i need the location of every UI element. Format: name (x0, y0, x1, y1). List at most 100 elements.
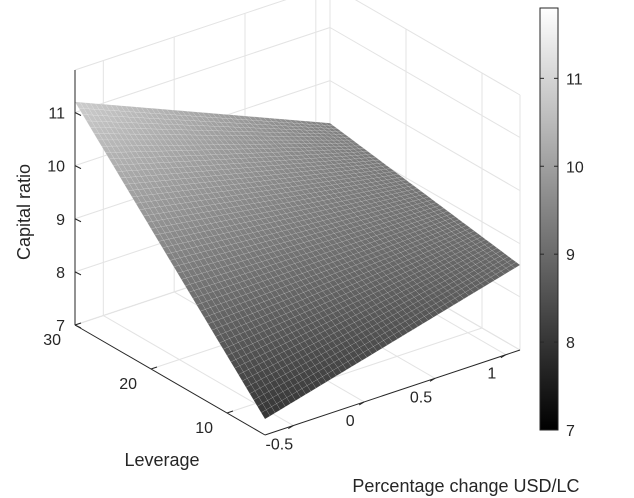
surface-patch (133, 117, 143, 124)
surface-patch (378, 340, 388, 349)
surface-patch (102, 115, 113, 123)
surface-patch (341, 340, 351, 349)
surface-patch (410, 290, 420, 298)
surface-patch (316, 225, 326, 233)
y-axis-label: Leverage (124, 450, 199, 470)
surface-patch (243, 307, 253, 316)
surface-patch (370, 304, 381, 313)
surface-patch (387, 174, 398, 180)
surface-patch (344, 250, 354, 257)
surface-patch (387, 266, 398, 274)
surface-patch (189, 282, 200, 291)
surface-patch (267, 251, 278, 259)
surface-patch (255, 157, 266, 163)
surface-patch (85, 120, 96, 128)
surface-patch (186, 276, 196, 285)
surface-patch (254, 143, 265, 149)
surface-patch (390, 214, 400, 221)
surface-patch (327, 198, 338, 204)
surface-patch (147, 123, 157, 130)
surface-patch (355, 312, 365, 321)
surface-patch (282, 326, 293, 336)
surface-patch (290, 155, 301, 160)
surface-patch (282, 136, 293, 141)
surface-patch (476, 276, 487, 284)
surface-patch (274, 243, 284, 251)
surface-patch (253, 396, 263, 407)
surface-patch (325, 228, 335, 236)
surface-patch (280, 213, 291, 220)
surface-patch (415, 311, 425, 320)
surface-patch (379, 258, 390, 266)
surface-patch (256, 152, 267, 158)
x-axis-line (264, 349, 521, 436)
surface-patch (79, 102, 90, 110)
surface-patch (382, 246, 393, 254)
surface-patch (245, 292, 256, 301)
surface-patch (398, 302, 409, 310)
x-tick (358, 401, 365, 406)
surface-patch (193, 259, 204, 268)
surface-patch (204, 204, 214, 212)
y-tick-label: 20 (119, 376, 137, 393)
surface-patch (454, 272, 465, 280)
surface-patch (372, 229, 382, 236)
surface-patch (351, 282, 362, 290)
surface-patch (112, 115, 123, 123)
surface-patch (429, 286, 439, 294)
surface-patch (125, 127, 136, 135)
surface-patch (347, 302, 358, 311)
surface-patch (361, 277, 372, 285)
surface-patch (100, 103, 110, 111)
surface-patch (316, 127, 327, 132)
surface-patch (293, 221, 304, 228)
surface-patch (115, 151, 125, 159)
surface-patch (248, 366, 258, 377)
surface-patch (352, 355, 363, 364)
surface-patch (249, 390, 260, 401)
x-tick-label: 0.5 (410, 389, 432, 406)
surface-patch (407, 236, 418, 244)
surface-patch (306, 382, 317, 392)
surface-patch (277, 300, 288, 309)
surface-patch (235, 122, 246, 128)
surface-patch (318, 214, 329, 221)
surface-patch (235, 356, 246, 367)
surface-patch (302, 203, 313, 210)
colorbar: 7 8 9 10 11 (539, 7, 584, 440)
surface-patch (276, 337, 286, 346)
surface-patch (396, 191, 407, 197)
surface-patch (197, 294, 208, 304)
surface-patch (199, 182, 209, 189)
surface-patch (228, 144, 239, 150)
surface-patch (384, 303, 395, 312)
surface-patch (328, 279, 339, 287)
surface-patch (212, 130, 223, 136)
surface-patch (442, 247, 452, 254)
surface-patch (257, 116, 269, 122)
labels-layer: Capital ratio Leverage Percentage change… (14, 164, 580, 496)
surface-patch (302, 246, 312, 254)
surface-patch (332, 163, 343, 169)
surface-patch (472, 233, 483, 240)
surface-patch (416, 238, 427, 245)
surface-patch (89, 126, 100, 134)
surface-patch (326, 293, 336, 302)
surface-patch (340, 293, 350, 302)
colorbar-tick-label: 9 (566, 247, 575, 264)
surface-patch (146, 221, 157, 230)
surface-patch (261, 259, 272, 268)
surface-patch (177, 144, 188, 151)
side-wall-grid-line (329, 80, 521, 192)
surface-patch (288, 132, 299, 137)
surface-patch (261, 170, 272, 176)
surface-patch (434, 222, 445, 228)
surface-patch (253, 303, 264, 312)
surface-patch (225, 244, 236, 252)
surface-patch (219, 340, 229, 350)
surface-patch (360, 336, 370, 345)
surface-patch (156, 108, 167, 115)
surface-patch (181, 277, 191, 287)
surface-patch (332, 259, 343, 267)
surface-patch (256, 236, 267, 244)
